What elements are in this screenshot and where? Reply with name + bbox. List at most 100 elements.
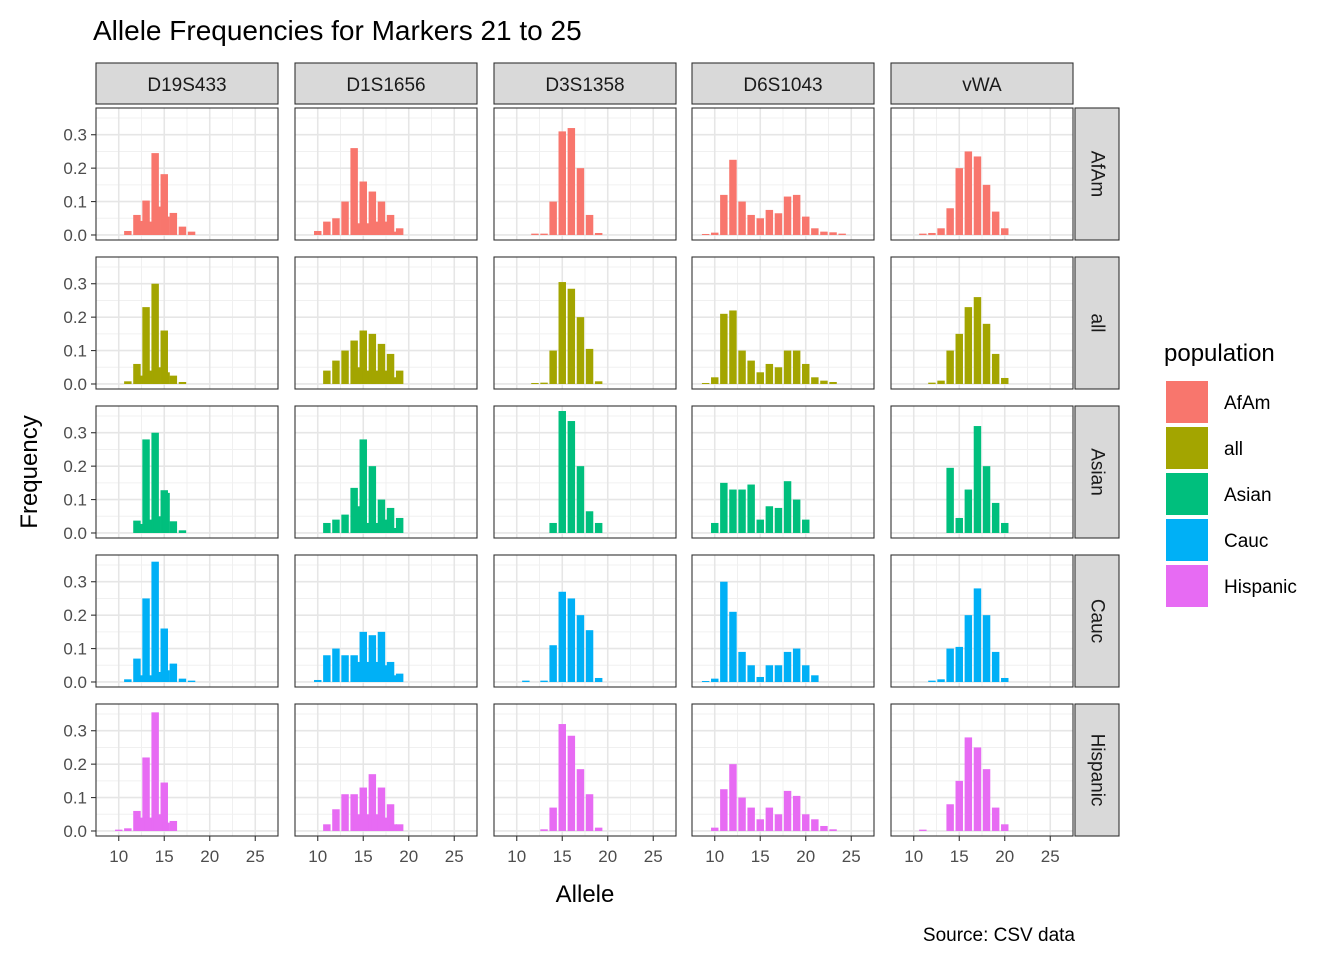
bar <box>829 381 837 384</box>
y-tick-label: 0.1 <box>63 789 87 808</box>
bar <box>368 466 377 533</box>
bar <box>135 523 143 533</box>
bar <box>144 519 152 533</box>
bar <box>919 233 927 235</box>
bar <box>937 679 945 682</box>
bar <box>1001 677 1009 682</box>
bar <box>389 675 398 682</box>
x-tick-label: 10 <box>904 847 923 866</box>
bar <box>982 466 991 533</box>
legend-swatch-Hispanic <box>1166 565 1208 607</box>
bar <box>350 794 358 831</box>
panel-border <box>95 703 279 837</box>
bar <box>946 467 954 533</box>
panel-border <box>95 256 279 390</box>
bar <box>169 521 178 533</box>
legend-title: population <box>1164 340 1275 367</box>
x-tick-label: 25 <box>1041 847 1060 866</box>
bar <box>353 506 361 533</box>
bar <box>756 819 764 831</box>
bar <box>991 502 1000 533</box>
bar <box>774 814 783 831</box>
panel-D6S1043-Cauc <box>691 554 875 688</box>
panel-border <box>493 107 677 241</box>
bar <box>738 489 746 533</box>
bar <box>973 426 982 533</box>
x-tick-label: 15 <box>155 847 174 866</box>
bar <box>187 680 196 682</box>
bar <box>151 153 159 235</box>
bar <box>371 370 379 384</box>
bar <box>371 522 379 533</box>
bar <box>522 680 530 682</box>
bar <box>765 665 774 682</box>
legend-label-all: all <box>1224 439 1243 460</box>
bar <box>341 201 349 235</box>
bar <box>549 807 557 831</box>
strip-all <box>1074 256 1120 390</box>
bar <box>377 201 386 235</box>
bar <box>359 439 367 533</box>
chart-title: Allele Frequencies for Markers 21 to 25 <box>93 15 582 46</box>
bar <box>115 829 123 831</box>
panel-border <box>691 554 875 688</box>
bar <box>720 581 728 682</box>
bar <box>362 370 370 384</box>
bar <box>720 194 728 235</box>
bar <box>955 333 963 384</box>
strip-label-D3S1358: D3S1358 <box>545 75 624 96</box>
bar <box>531 382 539 384</box>
bar <box>377 631 386 682</box>
bar <box>558 131 566 235</box>
bar <box>368 191 377 235</box>
panel-vWA-Hispanic <box>890 703 1074 837</box>
bar <box>124 828 132 831</box>
bar <box>991 651 1000 682</box>
bar <box>151 712 159 831</box>
y-tick-label: 0.3 <box>63 126 87 145</box>
bar <box>380 519 388 533</box>
bar <box>946 804 954 831</box>
bar <box>720 313 728 384</box>
bar <box>747 484 755 533</box>
bar <box>701 680 710 682</box>
legend-label-Cauc: Cauc <box>1224 531 1268 552</box>
bar <box>151 561 159 682</box>
bar <box>151 432 159 533</box>
legend-swatch-Asian <box>1166 473 1208 515</box>
bar <box>353 223 361 235</box>
y-tick-label: 0.0 <box>63 226 87 245</box>
x-tick-label: 10 <box>507 847 526 866</box>
bar <box>359 631 367 682</box>
bar <box>162 372 170 384</box>
bar <box>1001 824 1009 831</box>
panel-border <box>691 256 875 390</box>
strip-label-vWA: vWA <box>962 75 1002 96</box>
bar <box>144 370 152 384</box>
bar <box>169 375 178 384</box>
panel-D6S1043-Hispanic <box>691 703 875 837</box>
x-axis-title: Allele <box>556 881 615 908</box>
strip-Cauc <box>1074 554 1120 688</box>
y-tick-label: 0.0 <box>63 375 87 394</box>
bar <box>540 680 548 682</box>
bar <box>332 648 340 682</box>
bar <box>359 330 367 384</box>
panel-border <box>691 703 875 837</box>
bar <box>701 233 710 235</box>
bar <box>162 822 170 831</box>
bar <box>395 517 404 533</box>
bar <box>142 757 150 831</box>
bar <box>937 380 945 384</box>
y-axis-title: Frequency <box>16 415 43 528</box>
bar <box>377 787 386 831</box>
bar <box>377 499 386 533</box>
bar <box>142 439 150 533</box>
bar <box>820 231 828 235</box>
panel-D1S1656-Asian <box>294 405 478 539</box>
bar <box>362 522 370 533</box>
panel-border <box>493 405 677 539</box>
bar <box>133 658 141 682</box>
bar <box>955 517 963 533</box>
panel-border <box>890 107 1074 241</box>
